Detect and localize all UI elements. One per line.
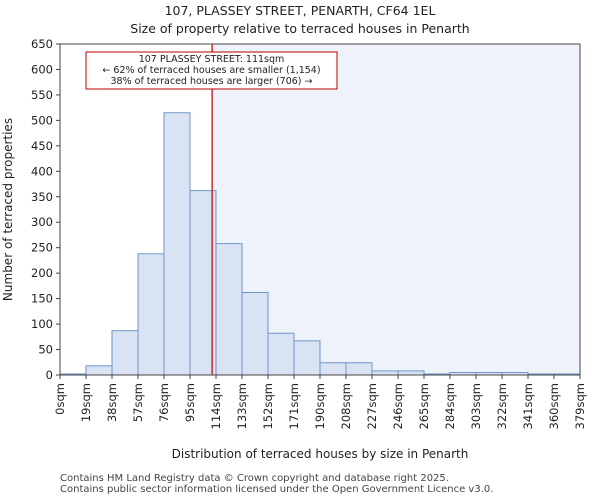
y-tick-label: 600 bbox=[31, 62, 53, 76]
y-axis-label: Number of terraced properties bbox=[1, 118, 15, 301]
y-tick-label: 250 bbox=[31, 241, 53, 255]
x-tick-label: 360sqm bbox=[547, 383, 561, 429]
x-tick-label: 227sqm bbox=[365, 383, 379, 429]
x-tick-label: 95sqm bbox=[183, 383, 197, 422]
bar bbox=[319, 362, 347, 376]
bars bbox=[59, 112, 581, 376]
x-tick-label: 0sqm bbox=[53, 383, 67, 415]
bar bbox=[371, 370, 399, 376]
y-tick-label: 200 bbox=[31, 266, 53, 280]
x-tick-label: 284sqm bbox=[443, 383, 457, 429]
bar bbox=[293, 340, 321, 376]
annotation-box bbox=[85, 51, 338, 90]
y-tick-label: 400 bbox=[31, 164, 53, 178]
x-axis-ticks: 0sqm 19sqm 38sqm 57sqm 76sqm 95sqm 114sqm 133sq… bbox=[53, 375, 587, 429]
x-tick-label: 190sqm bbox=[313, 383, 327, 429]
y-tick-label: 100 bbox=[31, 317, 53, 331]
y-tick-label: 150 bbox=[31, 292, 53, 306]
x-tick-label: 38sqm bbox=[105, 383, 119, 422]
annotation-line2: ← 62% of terraced houses are smaller (1,… bbox=[102, 65, 320, 76]
bar bbox=[137, 253, 165, 376]
bar bbox=[163, 112, 191, 376]
x-tick-label: 114sqm bbox=[209, 383, 223, 429]
x-tick-label: 265sqm bbox=[417, 383, 431, 429]
x-tick-label: 152sqm bbox=[261, 383, 275, 429]
y-tick-label: 500 bbox=[31, 113, 53, 127]
x-tick-label: 171sqm bbox=[287, 383, 301, 429]
bar bbox=[397, 370, 425, 376]
x-tick-label: 57sqm bbox=[131, 383, 145, 422]
y-tick-label: 450 bbox=[31, 139, 53, 153]
x-tick-label: 322sqm bbox=[495, 383, 509, 429]
chart-title-line2: Size of property relative to terraced ho… bbox=[130, 21, 470, 36]
larger-region-shading bbox=[212, 44, 580, 375]
y-tick-label: 650 bbox=[31, 37, 53, 51]
bar bbox=[345, 362, 373, 376]
x-tick-label: 341sqm bbox=[521, 383, 535, 429]
x-tick-label: 133sqm bbox=[235, 383, 249, 429]
chart-title-line1: 107, PLASSEY STREET, PENARTH, CF64 1EL bbox=[164, 3, 436, 18]
bar bbox=[241, 292, 269, 376]
x-axis-label: Distribution of terraced houses by size … bbox=[172, 447, 469, 461]
bar bbox=[111, 330, 139, 376]
annotation-line1: 107 PLASSEY STREET: 111sqm bbox=[139, 54, 285, 65]
y-tick-label: 0 bbox=[46, 368, 53, 382]
y-tick-label: 300 bbox=[31, 215, 53, 229]
bar bbox=[85, 365, 113, 376]
bar bbox=[215, 243, 243, 376]
x-tick-label: 19sqm bbox=[79, 383, 93, 422]
x-tick-label: 208sqm bbox=[339, 383, 353, 429]
y-tick-label: 50 bbox=[38, 343, 53, 357]
y-tick-label: 350 bbox=[31, 190, 53, 204]
x-tick-label: 76sqm bbox=[157, 383, 171, 422]
bar bbox=[267, 332, 295, 376]
y-tick-label: 550 bbox=[31, 88, 53, 102]
y-axis-ticks: 0 50 100 150 200 250 300 350 400 450 500 550 600 650 bbox=[31, 37, 60, 382]
footer-line1: Contains HM Land Registry data © Crown c… bbox=[60, 473, 449, 484]
footer-line2: Contains public sector information licen… bbox=[60, 484, 494, 495]
x-tick-label: 379sqm bbox=[573, 383, 587, 429]
x-tick-label: 246sqm bbox=[391, 383, 405, 429]
annotation-line3: 38% of terraced houses are larger (706) … bbox=[111, 76, 313, 87]
x-tick-label: 303sqm bbox=[469, 383, 483, 429]
